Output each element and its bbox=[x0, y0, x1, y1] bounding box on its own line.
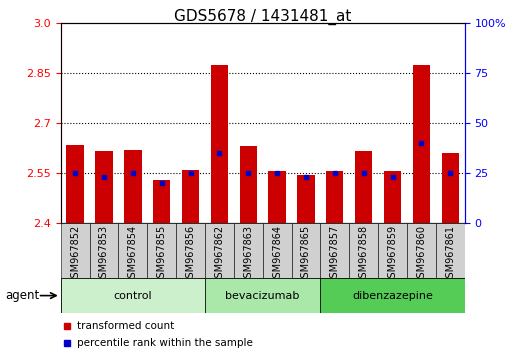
Bar bbox=[61, 278, 205, 313]
Bar bbox=[355, 152, 372, 223]
Bar bbox=[320, 278, 465, 313]
Bar bbox=[118, 223, 147, 278]
Bar bbox=[147, 223, 176, 278]
Text: transformed count: transformed count bbox=[77, 321, 174, 331]
Text: GSM967865: GSM967865 bbox=[301, 225, 311, 284]
Bar bbox=[320, 223, 349, 278]
Bar bbox=[240, 146, 257, 223]
Bar bbox=[124, 150, 142, 223]
Bar bbox=[96, 152, 112, 223]
Bar bbox=[90, 223, 118, 278]
Text: GSM967861: GSM967861 bbox=[445, 225, 455, 284]
Bar bbox=[378, 223, 407, 278]
Bar bbox=[205, 278, 320, 313]
Bar bbox=[349, 223, 378, 278]
Bar bbox=[436, 223, 465, 278]
Bar bbox=[297, 175, 315, 223]
Text: GDS5678 / 1431481_at: GDS5678 / 1431481_at bbox=[174, 9, 351, 25]
Bar bbox=[234, 223, 263, 278]
Bar bbox=[67, 145, 84, 223]
Text: dibenzazepine: dibenzazepine bbox=[352, 291, 433, 301]
Bar bbox=[176, 223, 205, 278]
Bar bbox=[384, 171, 401, 223]
Text: GSM967857: GSM967857 bbox=[330, 225, 340, 285]
Text: GSM967863: GSM967863 bbox=[243, 225, 253, 284]
Bar bbox=[413, 65, 430, 223]
Bar bbox=[407, 223, 436, 278]
Text: GSM967860: GSM967860 bbox=[417, 225, 427, 284]
Text: percentile rank within the sample: percentile rank within the sample bbox=[77, 338, 253, 348]
Text: GSM967858: GSM967858 bbox=[359, 225, 369, 284]
Bar bbox=[326, 171, 343, 223]
Text: GSM967864: GSM967864 bbox=[272, 225, 282, 284]
Bar bbox=[211, 65, 228, 223]
Text: GSM967852: GSM967852 bbox=[70, 225, 80, 285]
Bar bbox=[61, 223, 90, 278]
Text: bevacizumab: bevacizumab bbox=[225, 291, 300, 301]
Text: agent: agent bbox=[5, 289, 40, 302]
Bar bbox=[153, 180, 171, 223]
Bar bbox=[205, 223, 234, 278]
Text: GSM967855: GSM967855 bbox=[157, 225, 167, 285]
Bar bbox=[291, 223, 320, 278]
Bar bbox=[441, 153, 459, 223]
Bar bbox=[262, 223, 291, 278]
Text: GSM967856: GSM967856 bbox=[185, 225, 195, 284]
Text: control: control bbox=[114, 291, 152, 301]
Text: GSM967853: GSM967853 bbox=[99, 225, 109, 284]
Bar bbox=[182, 170, 199, 223]
Bar bbox=[268, 171, 286, 223]
Text: GSM967859: GSM967859 bbox=[388, 225, 398, 284]
Text: GSM967862: GSM967862 bbox=[214, 225, 224, 284]
Text: GSM967854: GSM967854 bbox=[128, 225, 138, 284]
